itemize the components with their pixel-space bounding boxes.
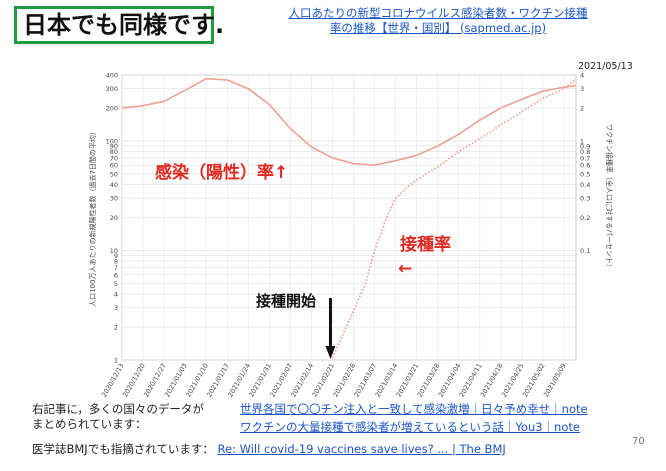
y-tick-label-right: 1 [580, 137, 584, 145]
footer-link-2-row: ワクチンの大量接種で感染者が増えているという話｜You3｜note [240, 420, 580, 434]
footer-link-3[interactable]: Re: Will covid-19 vaccines save lives? .… [217, 442, 506, 456]
series-line-vaccination [331, 78, 577, 359]
y-tick-label-left: 70 [110, 154, 118, 162]
y-tick-label-right: 0.6 [580, 162, 590, 170]
y-tick-label-left: 4 [114, 291, 118, 299]
y-tick-label-left: 2 [114, 324, 118, 332]
y-axis-label-right: ワクチン接種率（全人口に対するパーセント） [605, 124, 614, 271]
y-tick-label-left: 50 [110, 170, 118, 178]
y-tick-label-left: 40 [110, 181, 118, 189]
y-tick-label-right: 2 [580, 104, 584, 112]
y-tick-label-right: 0.3 [580, 195, 590, 203]
y-tick-label-left: 60 [110, 162, 118, 170]
footer-prefix-2: まとめられています： [32, 417, 147, 431]
y-tick-label-left: 6 [114, 271, 118, 279]
y-tick-label-left: 9 [114, 252, 118, 260]
y-tick-label-right: 0.8 [580, 148, 590, 156]
y-tick-label-left: 5 [114, 280, 118, 288]
y-tick-label-right: 0.9 [580, 142, 590, 150]
footer-link-2[interactable]: ワクチンの大量接種で感染者が増えているという話｜You3｜note [240, 420, 580, 434]
y-tick-label-right: 0.4 [580, 181, 590, 189]
footer-prefix: 右記事に，多くの国々のデータが [32, 402, 204, 416]
x-tick-label: 2021/05/09 [542, 362, 568, 398]
y-tick-label-left: 90 [110, 142, 118, 150]
y-tick-label-left: 400 [106, 72, 118, 80]
y-tick-label-left: 10 [110, 247, 118, 255]
y-tick-label-right: 0.5 [580, 170, 590, 178]
y-tick-label-left: 20 [110, 214, 118, 222]
footer-link-1[interactable]: 世界各国で〇〇チン注入と一致して感染激増｜日々予め幸せ｜note [240, 402, 588, 416]
y-tick-label-left: 1 [114, 357, 118, 365]
vaccination-start-arrow-head [325, 346, 336, 359]
y-tick-label-left: 3 [114, 304, 118, 312]
y-axis-label-left: 人口100万人あたりの新規陽性者数（過去7日間の平均） [88, 128, 97, 307]
footer-line-1b: まとめられています： [32, 417, 147, 431]
footer-prefix-3: 医学誌BMJでも指摘されています： [32, 442, 214, 456]
y-tick-label-right: 3 [580, 85, 584, 93]
y-tick-label-left: 30 [110, 195, 118, 203]
y-tick-label-right: 4 [580, 72, 584, 80]
footer-line-1: 右記事に，多くの国々のデータが [32, 402, 204, 416]
footer-line-3: 医学誌BMJでも指摘されています： Re: Will covid-19 vacc… [32, 442, 506, 456]
annotation-vaccination-start: 接種開始 [256, 292, 316, 310]
y-tick-label-left: 8 [114, 258, 118, 266]
page-number: 70 [632, 436, 645, 447]
y-tick-label-left: 300 [106, 85, 118, 93]
y-tick-label-left: 7 [114, 264, 118, 272]
footer-link-1-row: 世界各国で〇〇チン注入と一致して感染激増｜日々予め幸せ｜note [240, 402, 588, 416]
y-tick-label-left: 200 [106, 104, 118, 112]
y-tick-label-right: 0.7 [580, 154, 590, 162]
annotation-vaccination-rate: 接種率 [400, 234, 451, 255]
y-tick-label-right: 0.2 [580, 214, 590, 222]
slide-title: 日本でも同様です. [14, 6, 224, 44]
source-link[interactable]: 人口あたりの新型コロナウイルス感染者数・ワクチン接種率の推移【世界・国別】 (s… [288, 6, 588, 35]
y-tick-label-right: 0.1 [580, 247, 590, 255]
date-label: 2021/05/13 [578, 61, 633, 72]
y-tick-label-left: 100 [106, 137, 118, 145]
y-tick-label-left: 80 [110, 148, 118, 156]
annotation-arrow-left: ← [398, 259, 412, 279]
series-line-cases [121, 77, 577, 166]
annotation-infection-rate: 感染（陽性）率↑ [155, 162, 288, 183]
